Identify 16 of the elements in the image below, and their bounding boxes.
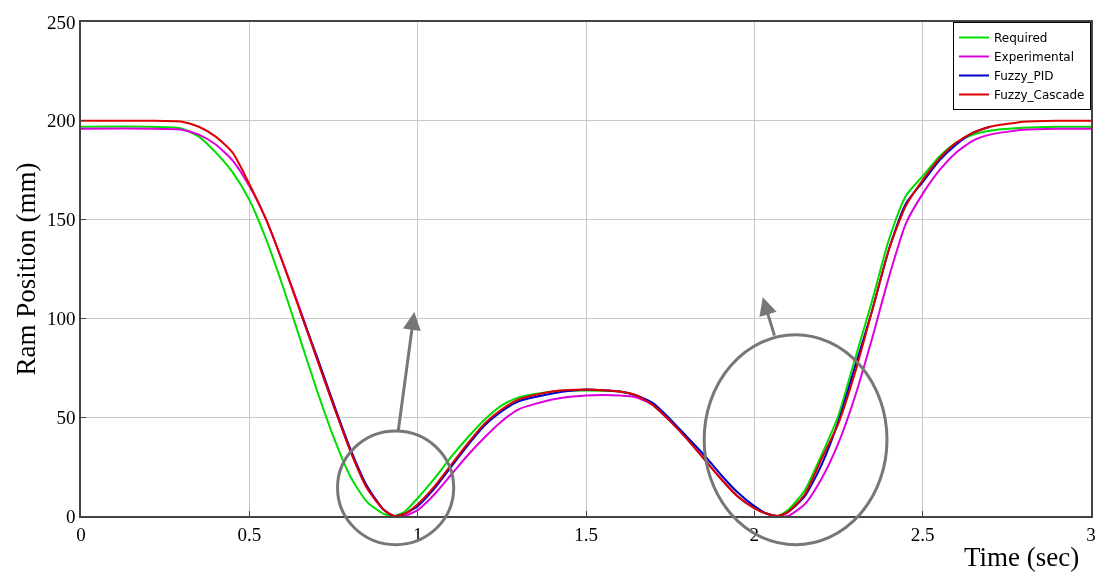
legend-label: Fuzzy_Cascade bbox=[994, 88, 1085, 103]
legend-label: Required bbox=[994, 31, 1048, 46]
x-tick-label: 3 bbox=[1086, 523, 1096, 545]
legend-label: Fuzzy_PID bbox=[994, 69, 1054, 84]
y-axis-title: Ram Position (mm) bbox=[10, 162, 41, 376]
x-tick-label: 1.5 bbox=[574, 523, 598, 545]
y-tick-label: 150 bbox=[46, 209, 76, 231]
legend-label: Experimental bbox=[994, 50, 1075, 65]
x-tick-label: 2.5 bbox=[910, 523, 935, 545]
y-tick-label: 50 bbox=[56, 406, 76, 428]
x-tick-label: 0.5 bbox=[237, 523, 262, 545]
y-tick-label: 250 bbox=[46, 11, 76, 33]
y-tick-label: 200 bbox=[46, 110, 76, 132]
y-tick-label: 100 bbox=[46, 308, 76, 330]
y-tick-label: 0 bbox=[65, 505, 76, 527]
x-axis-title: Time (sec) bbox=[964, 542, 1080, 572]
